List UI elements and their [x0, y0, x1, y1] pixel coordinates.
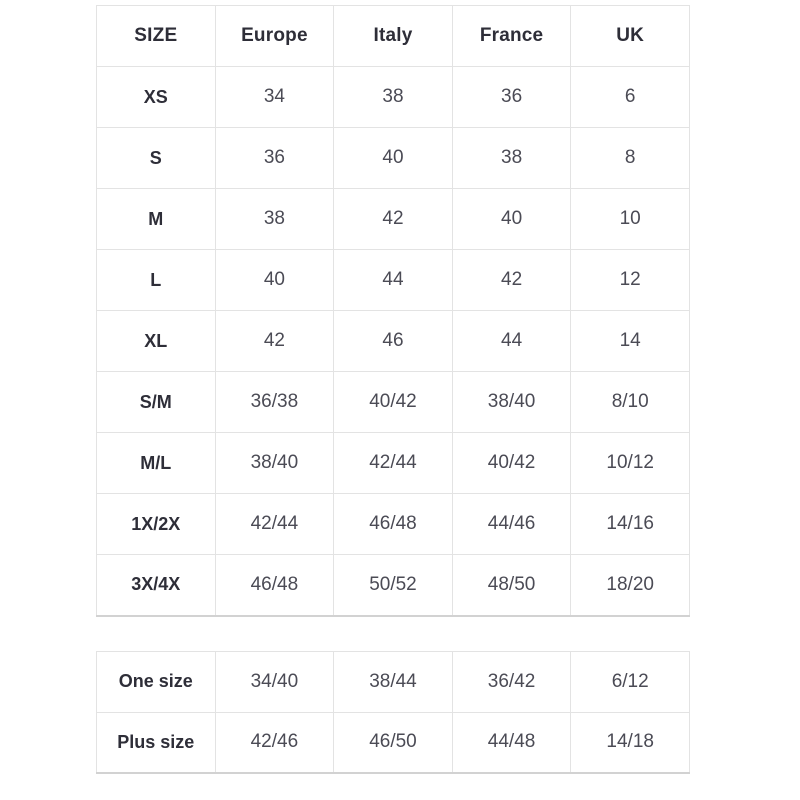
size-value-cell: 46/48: [214, 554, 335, 616]
size-label-cell: XS: [96, 66, 216, 128]
size-label-cell: S: [96, 127, 216, 189]
column-header-italy: Italy: [333, 5, 453, 67]
size-value-cell: 42/44: [214, 493, 335, 555]
table-row: Plus size 42/46 46/50 44/48 14/18: [96, 711, 690, 774]
size-value-cell: 6/12: [570, 650, 690, 713]
size-label-cell: XL: [96, 310, 216, 372]
size-label-cell: One size: [96, 650, 216, 713]
size-value-cell: 38: [333, 66, 453, 128]
size-label-cell: S/M: [96, 371, 216, 433]
size-label-cell: Plus size: [96, 711, 216, 774]
size-value-cell: 42/46: [214, 711, 335, 774]
table-row: S 36 40 38 8: [96, 127, 690, 189]
size-value-cell: 40: [214, 249, 335, 311]
size-value-cell: 8/10: [570, 371, 690, 433]
size-value-cell: 38: [214, 188, 335, 250]
size-value-cell: 36/42: [451, 650, 572, 713]
size-value-cell: 34: [214, 66, 335, 128]
size-value-cell: 50/52: [333, 554, 453, 616]
table-row: 3X/4X 46/48 50/52 48/50 18/20: [96, 554, 690, 616]
size-value-cell: 40: [333, 127, 453, 189]
size-value-cell: 38/40: [451, 371, 572, 433]
size-value-cell: 40/42: [333, 371, 453, 433]
size-value-cell: 10/12: [570, 432, 690, 494]
size-value-cell: 36/38: [214, 371, 335, 433]
size-value-cell: 14/18: [570, 711, 690, 774]
size-label-cell: 1X/2X: [96, 493, 216, 555]
table-row: One size 34/40 38/44 36/42 6/12: [96, 650, 690, 713]
column-header-france: France: [451, 5, 572, 67]
size-value-cell: 42: [451, 249, 572, 311]
special-size-table: One size 34/40 38/44 36/42 6/12 Plus size 42/4…: [96, 650, 690, 774]
size-value-cell: 44/46: [451, 493, 572, 555]
size-value-cell: 40: [451, 188, 572, 250]
size-label-cell: L: [96, 249, 216, 311]
column-header-size: SIZE: [96, 5, 216, 67]
size-value-cell: 46: [333, 310, 453, 372]
size-value-cell: 8: [570, 127, 690, 189]
size-value-cell: 36: [214, 127, 335, 189]
size-chart-container: SIZE Europe Italy France UK XS 34 38 36 6 S 36…: [96, 0, 690, 774]
size-value-cell: 6: [570, 66, 690, 128]
size-table-header-row: SIZE Europe Italy France UK: [96, 5, 690, 67]
size-label-cell: 3X/4X: [96, 554, 216, 616]
table-row: S/M 36/38 40/42 38/40 8/10: [96, 371, 690, 433]
size-value-cell: 38: [451, 127, 572, 189]
size-value-cell: 18/20: [570, 554, 690, 616]
size-value-cell: 44: [451, 310, 572, 372]
size-table-body: XS 34 38 36 6 S 36 40 38 8 M 38 42 40 10 L 40 44 42 12 XL 42 4…: [96, 66, 690, 616]
table-row: M/L 38/40 42/44 40/42 10/12: [96, 432, 690, 494]
size-value-cell: 36: [451, 66, 572, 128]
size-value-cell: 40/42: [451, 432, 572, 494]
size-value-cell: 42: [333, 188, 453, 250]
size-value-cell: 38/40: [214, 432, 335, 494]
size-value-cell: 14: [570, 310, 690, 372]
column-header-europe: Europe: [214, 5, 335, 67]
size-value-cell: 42: [214, 310, 335, 372]
column-header-uk: UK: [570, 5, 690, 67]
table-row: 1X/2X 42/44 46/48 44/46 14/16: [96, 493, 690, 555]
size-value-cell: 10: [570, 188, 690, 250]
size-value-cell: 12: [570, 249, 690, 311]
size-value-cell: 44: [333, 249, 453, 311]
special-size-table-body: One size 34/40 38/44 36/42 6/12 Plus size 42/4…: [96, 650, 690, 774]
size-value-cell: 34/40: [214, 650, 335, 713]
size-value-cell: 38/44: [333, 650, 453, 713]
size-label-cell: M/L: [96, 432, 216, 494]
table-row: XL 42 46 44 14: [96, 310, 690, 372]
size-value-cell: 42/44: [333, 432, 453, 494]
size-value-cell: 48/50: [451, 554, 572, 616]
size-value-cell: 46/48: [333, 493, 453, 555]
size-value-cell: 14/16: [570, 493, 690, 555]
table-row: L 40 44 42 12: [96, 249, 690, 311]
size-value-cell: 44/48: [451, 711, 572, 774]
size-conversion-table: SIZE Europe Italy France UK XS 34 38 36 6 S 36…: [96, 5, 690, 617]
size-label-cell: M: [96, 188, 216, 250]
table-row: M 38 42 40 10: [96, 188, 690, 250]
table-row: XS 34 38 36 6: [96, 66, 690, 128]
size-value-cell: 46/50: [333, 711, 453, 774]
